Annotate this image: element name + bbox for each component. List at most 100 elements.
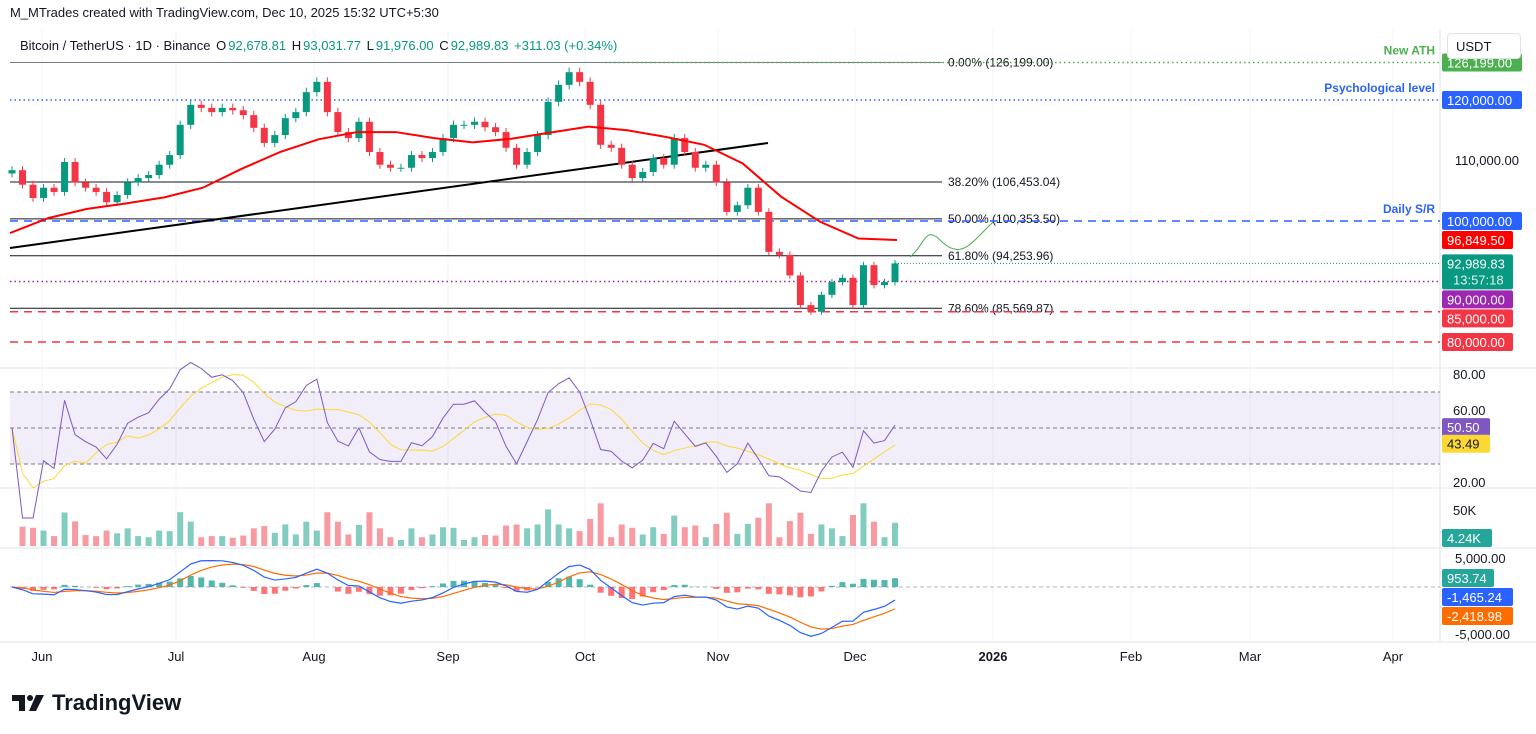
volume-bar	[324, 512, 331, 546]
currency-button[interactable]: USDT	[1447, 33, 1521, 59]
close-label: C	[439, 38, 449, 53]
candle-body	[229, 107, 237, 111]
rsi-axis-tick: 80.00	[1453, 367, 1486, 382]
volume-bar	[566, 528, 573, 546]
candle-body	[376, 152, 384, 165]
fib-level-label: 61.80% (94,253.96)	[948, 249, 1053, 263]
volume-axis-tick: 50K	[1453, 503, 1476, 518]
volume-bar	[114, 533, 121, 546]
volume-bar	[618, 524, 625, 546]
fib-level-label: 38.20% (106,453.04)	[948, 175, 1060, 189]
candle-body	[197, 104, 205, 108]
macd-hist-bar	[292, 587, 299, 589]
candle-body	[176, 124, 184, 156]
rsi-tag-bg	[1442, 418, 1490, 437]
candle-body	[712, 164, 720, 183]
macd-hist-bar	[608, 587, 615, 596]
candle-body	[40, 187, 48, 199]
candle-body	[113, 194, 121, 203]
candle-body	[702, 164, 710, 168]
candle-body	[733, 205, 741, 212]
volume-bar	[166, 531, 173, 546]
volume-tag: 4.24K	[1447, 531, 1481, 546]
macd-hist-bar	[93, 587, 100, 588]
macd-hist-bar	[345, 587, 352, 594]
candle-body	[775, 251, 783, 255]
candle-body	[365, 121, 373, 153]
candle-body	[397, 167, 405, 169]
symbol-name[interactable]: Bitcoin / TetherUS · 1D · Binance	[20, 38, 211, 53]
macd-hist-bar	[723, 587, 730, 593]
candle-body	[271, 135, 279, 143]
macd-hist-bar	[429, 586, 436, 587]
volume-bar	[892, 522, 898, 546]
macd-hist-bar	[124, 586, 131, 587]
volume-bar	[40, 530, 47, 546]
macd-hist-bar	[892, 578, 898, 587]
price-axis-tick: 110,000.00	[1455, 153, 1519, 168]
volume-bar	[639, 534, 646, 546]
macd-hist-bar	[597, 587, 604, 593]
price-tag: 126,199.00	[1447, 55, 1512, 70]
volume-bar	[702, 537, 709, 546]
candle-body	[82, 182, 90, 188]
candle-body	[323, 81, 331, 113]
volume-bar	[418, 537, 425, 546]
volume-bar	[461, 540, 468, 546]
time-axis-label: Oct	[575, 649, 596, 664]
volume-bar	[387, 537, 394, 546]
trendline	[9, 142, 769, 249]
volume-bar	[545, 509, 552, 546]
candle-body	[796, 275, 804, 306]
volume-bar	[786, 521, 793, 546]
macd-hist-bar	[240, 587, 247, 588]
candle-body	[513, 147, 521, 165]
candle-body	[639, 171, 647, 179]
volume-bar	[650, 527, 657, 546]
rsi-ma-line	[11, 374, 896, 489]
candle-body	[765, 211, 773, 252]
volume-bar	[30, 527, 37, 546]
candle-body	[92, 187, 100, 192]
macd-hist-bar	[313, 583, 320, 587]
volume-bar	[303, 521, 310, 546]
macd-hist-bar	[713, 587, 720, 589]
volume-bar	[376, 528, 383, 546]
volume-bar	[250, 528, 257, 546]
volume-bar	[692, 525, 699, 546]
macd-hist-bar	[755, 587, 762, 590]
macd-hist-bar	[839, 582, 846, 587]
volume-bar	[103, 530, 110, 546]
volume-bar	[156, 530, 163, 546]
volume-bar	[629, 527, 636, 546]
volume-bar	[450, 527, 457, 546]
macd-hist-bar	[639, 587, 646, 597]
volume-bar	[524, 528, 531, 546]
candle-body	[607, 144, 615, 148]
volume-bar	[208, 536, 215, 546]
volume-bar	[713, 523, 720, 546]
open-label: O	[216, 38, 227, 53]
price-tag-bg	[1442, 91, 1522, 109]
level-note: New ATH	[1384, 43, 1435, 57]
macd-hist-bar	[376, 587, 383, 596]
rsi-axis-tick: 60.00	[1453, 403, 1486, 418]
volume-bar	[587, 518, 594, 546]
macd-hist-bar	[177, 578, 184, 587]
tradingview-logo[interactable]: TradingView	[12, 690, 181, 716]
candle-body	[649, 158, 657, 172]
macd-hist-bar	[51, 587, 58, 590]
macd-tag: 953.74	[1447, 571, 1487, 586]
volume-bar	[482, 535, 489, 546]
volume-bar	[870, 521, 877, 546]
candle-body	[450, 124, 457, 139]
low-value: 91,976.00	[375, 38, 434, 53]
candle-body	[481, 121, 489, 128]
macd-hist-bar	[786, 587, 793, 596]
macd-hist-bar	[576, 579, 583, 587]
high-label: H	[291, 38, 302, 53]
volume-bar	[681, 527, 688, 546]
candle-body	[555, 84, 563, 102]
candle-body	[334, 112, 342, 133]
